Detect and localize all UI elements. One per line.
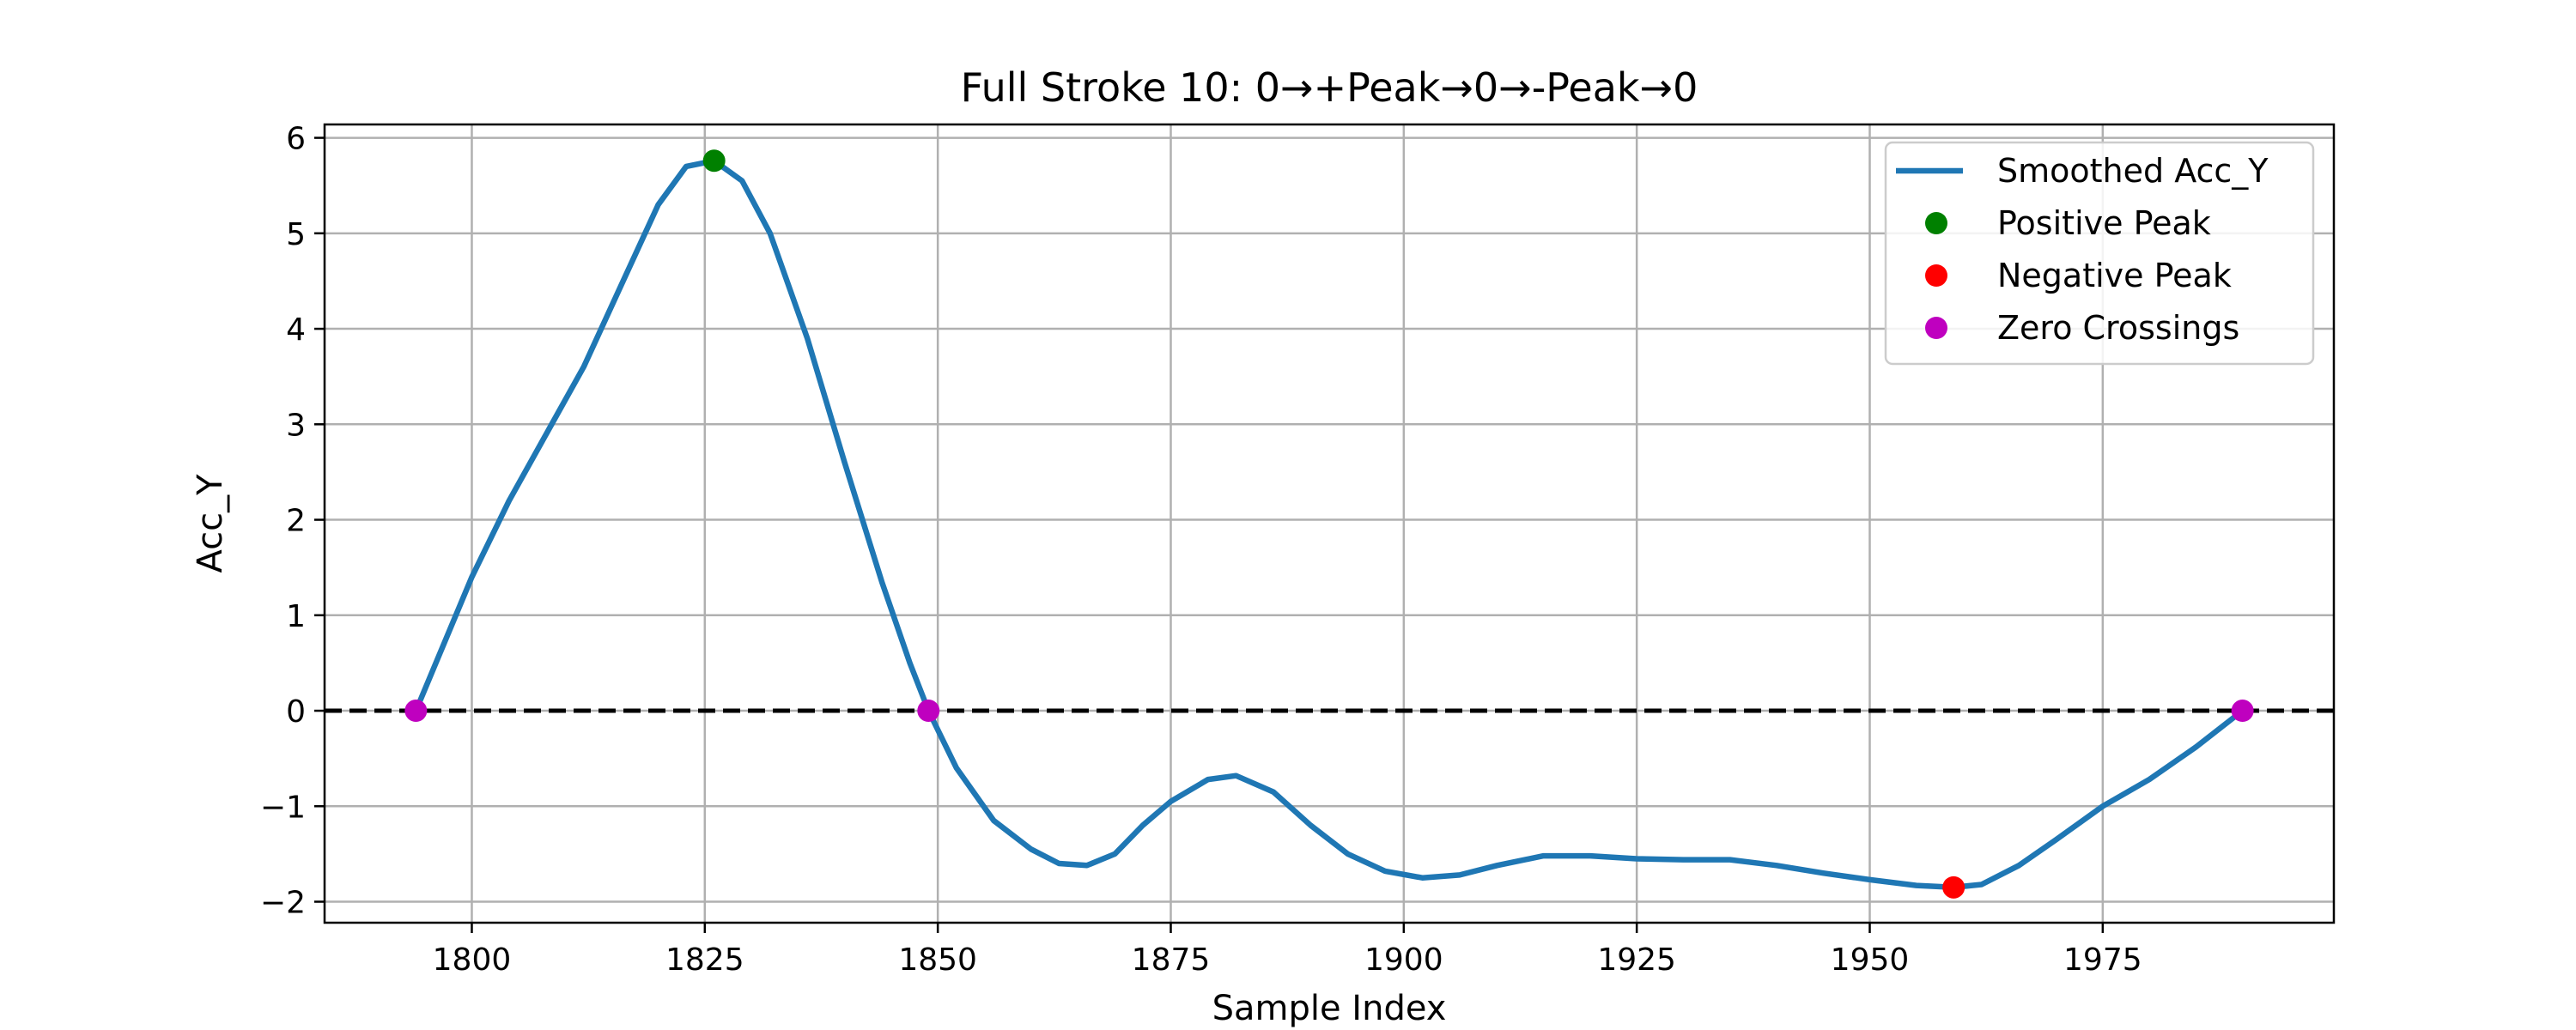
legend-item-zero-crossings: Zero Crossings [1925,309,2239,347]
marker-positive-peak [702,149,726,173]
series-lines [413,158,2245,891]
legend-label: Positive Peak [1997,204,2211,242]
x-axis-label: Sample Index [1212,989,1447,1028]
y-tick-label: −1 [260,790,306,825]
legend-swatch-marker [1925,264,1947,287]
chart-title: Full Stroke 10: 0→+Peak→0→-Peak→0 [961,64,1698,111]
x-tick-label: 1825 [665,942,744,978]
legend-item-negative-peak: Negative Peak [1925,257,2232,294]
marker-negative-peak [1942,876,1965,899]
marker-zero-crossings [404,700,428,723]
legend-label: Zero Crossings [1997,309,2239,347]
y-tick-label: −2 [260,886,306,921]
y-tick-label: 6 [286,122,306,157]
x-tick-label: 1900 [1364,942,1443,978]
x-tick-label: 1850 [898,942,977,978]
marker-zero-crossings [917,700,940,723]
x-tick-label: 1875 [1132,942,1211,978]
y-tick-label: 4 [286,312,306,348]
legend-item-smoothed-acc-y: Smoothed Acc_Y [1896,152,2269,190]
legend-swatch-marker [1925,212,1947,234]
y-tick-label: 2 [286,504,306,539]
axis-ticks: 1800 1825 1850 1875 1900 1925 1950 1975 −2 −1 0 1 2 3… [260,122,2142,978]
x-tick-label: 1925 [1597,942,1676,978]
x-tick-label: 1950 [1831,942,1910,978]
y-axis-label: Acc_Y [191,474,230,573]
legend-item-positive-peak: Positive Peak [1925,204,2211,242]
legend-swatch-marker [1925,317,1947,339]
x-tick-label: 1800 [433,942,512,978]
x-tick-label: 1975 [2063,942,2142,978]
plot-frame [323,123,2336,924]
series-markers [404,149,2254,899]
legend: Smoothed Acc_Y Positive Peak Negative Peak… [1884,141,2315,366]
y-tick-label: 3 [286,408,306,443]
marker-zero-crossings [2231,700,2254,723]
y-tick-label: 0 [286,694,306,730]
y-tick-label: 1 [286,599,306,634]
legend-label: Negative Peak [1997,257,2232,294]
legend-label: Smoothed Acc_Y [1997,152,2269,190]
series-line-smoothed-acc-y [413,158,2245,891]
y-tick-label: 5 [286,217,306,252]
legend-box [1884,141,2315,366]
